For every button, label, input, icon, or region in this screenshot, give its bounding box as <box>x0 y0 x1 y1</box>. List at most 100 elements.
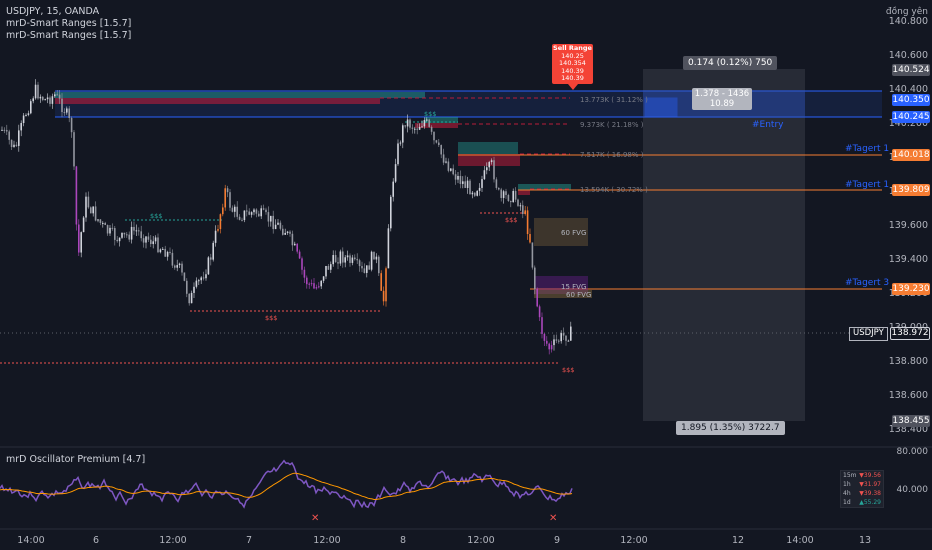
candle-body <box>231 207 234 212</box>
candle-body <box>291 233 294 246</box>
candle-body <box>361 266 363 269</box>
candle-body <box>190 292 193 304</box>
candle-body <box>541 317 543 334</box>
candle-body <box>289 231 291 234</box>
candle-body <box>356 259 358 261</box>
osc-table-timeframe: 1d <box>843 499 851 506</box>
candle-body <box>188 293 190 304</box>
candle-body <box>469 180 471 195</box>
candle-body <box>354 257 356 260</box>
candle-body <box>154 237 157 242</box>
candle-body <box>169 251 171 253</box>
candle-body <box>294 243 296 246</box>
candle-body <box>145 236 147 243</box>
osc-table-row: 15m ▼39.56 <box>841 471 883 480</box>
candle-body <box>476 190 478 196</box>
candle-body <box>104 222 106 226</box>
candle-body <box>253 209 255 213</box>
candle-body <box>418 126 421 130</box>
candle-body <box>548 343 550 350</box>
candle-body <box>558 340 560 342</box>
candle-body <box>464 181 466 188</box>
candle-body <box>51 96 54 104</box>
symbol-price-tag: USDJPY <box>849 327 888 341</box>
candle-body <box>406 119 409 127</box>
candle-body <box>135 230 138 232</box>
sell-range-value-3: 140.39 <box>561 66 584 75</box>
candle-body <box>411 127 414 129</box>
candle-body <box>219 214 222 230</box>
zone-label-1: 13.773K ( 31.12% ) <box>580 96 648 104</box>
position-mid-label: 1.378 - 1436 10.89 <box>692 88 752 110</box>
candle-body <box>339 251 342 264</box>
time-axis-label: 14:00 <box>786 535 814 546</box>
candle-body <box>481 179 483 188</box>
price-axis-label: 140.400 <box>888 84 928 95</box>
candle-body <box>298 251 301 259</box>
sell-range-pointer <box>568 84 578 90</box>
sell-range-value-2: 140.354 <box>559 59 586 67</box>
candle-body <box>250 212 253 215</box>
candle-body <box>20 122 22 131</box>
sell-range-title: Sell Range <box>553 44 592 52</box>
candle-body <box>166 251 169 257</box>
time-axis-label: 6 <box>92 535 100 546</box>
candle-body <box>498 187 500 190</box>
candle-body <box>214 230 217 243</box>
candle-body <box>370 251 373 270</box>
candle-body <box>272 215 274 230</box>
candle-body <box>462 181 464 184</box>
candle-body <box>130 226 133 240</box>
candle-body <box>308 283 310 285</box>
zone-green-3 <box>458 142 518 154</box>
candle-body <box>99 219 102 223</box>
candle-body <box>416 128 418 130</box>
price-tag: 139.809 <box>892 184 930 196</box>
candle-body <box>87 196 90 208</box>
osc-cross-marker-1: ✕ <box>311 513 319 524</box>
candle-body <box>502 191 505 198</box>
indicator-legend-2[interactable]: mrD-Smart Ranges [1.5.7] <box>6 30 132 41</box>
symbol-title[interactable]: USDJPY, 15, OANDA <box>6 6 100 17</box>
candle-body <box>171 252 174 266</box>
osc-cross-marker-2: ✕ <box>549 513 557 524</box>
zone-label-3: 7.517K ( 16.98% ) <box>580 151 644 159</box>
sell-range-badge[interactable]: Sell Range 140.25 140.354 140.39 140.39 <box>552 44 593 84</box>
candle-body <box>56 94 58 96</box>
time-axis-label: 8 <box>399 535 407 546</box>
time-axis-label: 13 <box>858 535 872 546</box>
candle-body <box>80 232 82 253</box>
candle-body <box>133 226 135 231</box>
candle-body <box>550 345 553 350</box>
position-tool-box[interactable] <box>643 69 805 421</box>
candle-body <box>262 208 265 210</box>
price-tag: 138.972 <box>890 327 930 340</box>
candle-body <box>25 114 27 116</box>
candle-body <box>536 289 538 307</box>
liquidity-label-4: $$$ <box>505 216 518 224</box>
candle-body <box>450 168 452 171</box>
candle-body <box>6 130 8 132</box>
candle-body <box>260 208 262 217</box>
zone-red-2 <box>415 123 458 128</box>
candle-body <box>61 98 63 113</box>
candle-body <box>303 269 306 278</box>
time-axis-label: 12 <box>731 535 745 546</box>
candle-body <box>512 190 514 203</box>
oscillator-title[interactable]: mrD Oscillator Premium [4.7] <box>6 454 146 465</box>
candle-body <box>514 190 517 200</box>
liquidity-label-2: $$$ <box>265 314 278 322</box>
currency-label: đồng yên <box>885 7 928 17</box>
liquidity-label-1: $$$ <box>150 212 163 220</box>
candle-body <box>346 255 349 258</box>
indicator-legend-1[interactable]: mrD-Smart Ranges [1.5.7] <box>6 18 132 29</box>
zone-green-1 <box>55 92 425 98</box>
candle-body <box>174 265 176 268</box>
zone-red-4 <box>518 190 530 195</box>
candle-body <box>524 210 526 214</box>
candle-body <box>322 276 325 281</box>
candle-body <box>92 206 94 214</box>
candle-body <box>238 216 241 220</box>
